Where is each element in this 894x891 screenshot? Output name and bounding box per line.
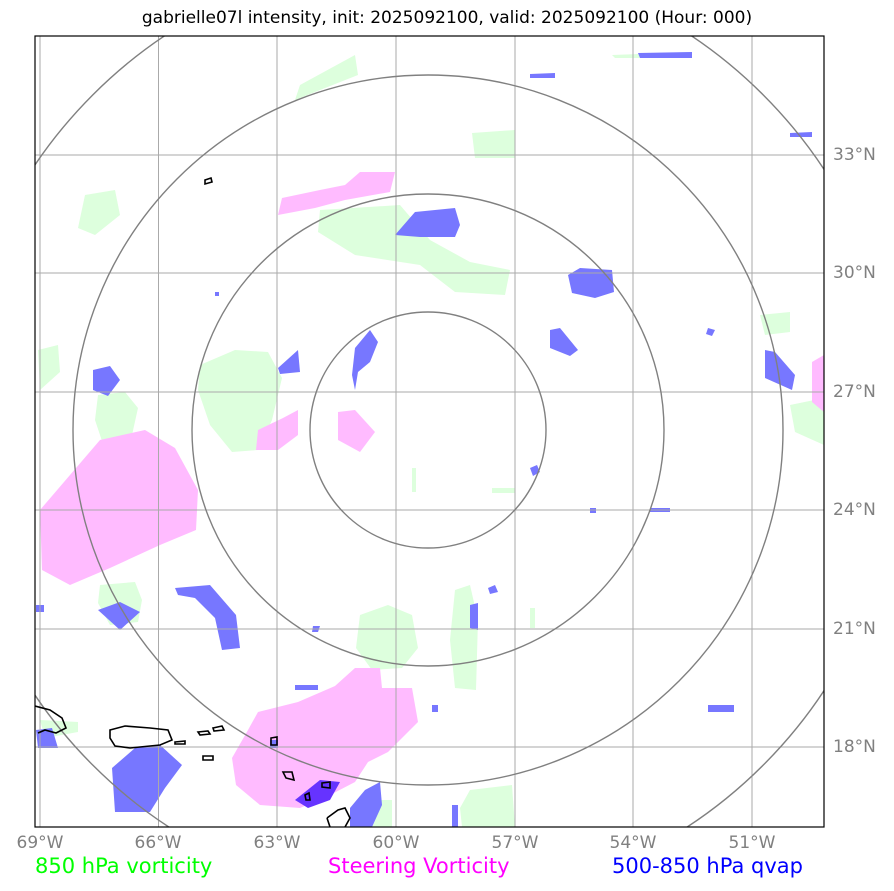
gridlines	[35, 36, 824, 827]
legend-vort850: 850 hPa vorticity	[35, 854, 213, 878]
lon-tick-label: 63°W	[253, 833, 301, 853]
range-ring-2	[191, 193, 665, 667]
legend-steering: Steering Vorticity	[328, 854, 510, 878]
lon-tick-label: 54°W	[609, 833, 657, 853]
legend-qvap: 500-850 hPa qvap	[612, 854, 803, 878]
lon-tick-label: 60°W	[372, 833, 420, 853]
lat-tick-label: 24°N	[833, 500, 876, 520]
lat-tick-label: 27°N	[833, 382, 876, 402]
lat-tick-label: 18°N	[833, 737, 876, 757]
coast-puerto-rico	[109, 725, 174, 749]
lat-tick-label: 33°N	[833, 145, 876, 165]
coast-vieques	[174, 740, 186, 745]
lon-tick-label: 66°W	[134, 833, 182, 853]
coast-hispaniola	[35, 705, 68, 734]
lat-tick-label: 21°N	[833, 619, 876, 639]
coast-guadeloupe	[326, 807, 351, 827]
map-frame	[34, 35, 825, 828]
lon-tick-label: 51°W	[728, 833, 776, 853]
lat-tick-label: 30°N	[833, 263, 876, 283]
map-title: gabrielle07l intensity, init: 2025092100…	[141, 8, 753, 28]
lon-tick-label: 57°W	[491, 833, 539, 853]
range-ring-3	[72, 74, 784, 786]
lon-tick-label: 69°W	[16, 833, 64, 853]
qvap-layer	[36, 52, 812, 827]
range-ring-1	[309, 311, 547, 549]
coastlines	[35, 176, 351, 827]
